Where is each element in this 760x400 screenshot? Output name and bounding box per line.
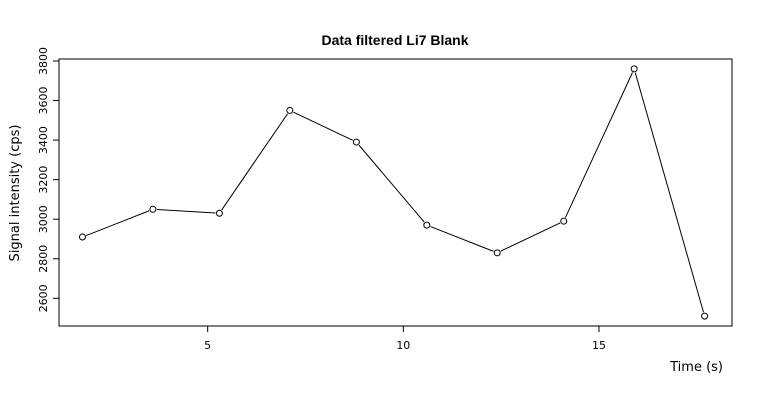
y-axis: 2600 2800 3000 3200 3400 3600 3800 (37, 47, 59, 312)
x-tick-label: 15 (592, 339, 606, 352)
data-point (149, 205, 157, 213)
x-axis: 5 10 15 (204, 326, 606, 352)
y-tick-label: 3800 (37, 47, 50, 75)
series-line-segment (293, 111, 353, 141)
chart-title: Data filtered Li7 Blank (321, 32, 468, 48)
y-axis-label: Signal intensity (cps) (8, 125, 23, 262)
x-axis-label: Time (s) (669, 360, 723, 375)
plot-frame (58, 58, 733, 327)
data-point (423, 221, 431, 229)
series-line-segment (430, 226, 494, 252)
y-tick-label: 3200 (37, 166, 50, 194)
y-tick-label: 2600 (37, 284, 50, 312)
series-line-segment (564, 72, 633, 218)
series-line-segment (358, 144, 425, 223)
x-tick-label: 5 (204, 339, 211, 352)
series-line-segment (221, 113, 289, 211)
y-tick-label: 2800 (37, 245, 50, 273)
data-point (630, 65, 638, 73)
series-line-segment (634, 72, 704, 313)
data-point (560, 217, 568, 225)
y-tick-label: 3000 (37, 205, 50, 233)
series-line-segment (156, 209, 216, 214)
x-tick-label: 10 (396, 339, 410, 352)
data-point (286, 106, 294, 114)
data-point (352, 138, 360, 146)
data-point (493, 249, 501, 257)
data-point (78, 233, 86, 241)
data-point (215, 209, 223, 217)
y-tick-label: 3600 (37, 87, 50, 115)
series-line-segment (500, 222, 561, 252)
series-line-segment (86, 210, 150, 237)
data-point (701, 312, 709, 320)
y-tick-label: 3400 (37, 126, 50, 154)
data-series (78, 65, 709, 320)
